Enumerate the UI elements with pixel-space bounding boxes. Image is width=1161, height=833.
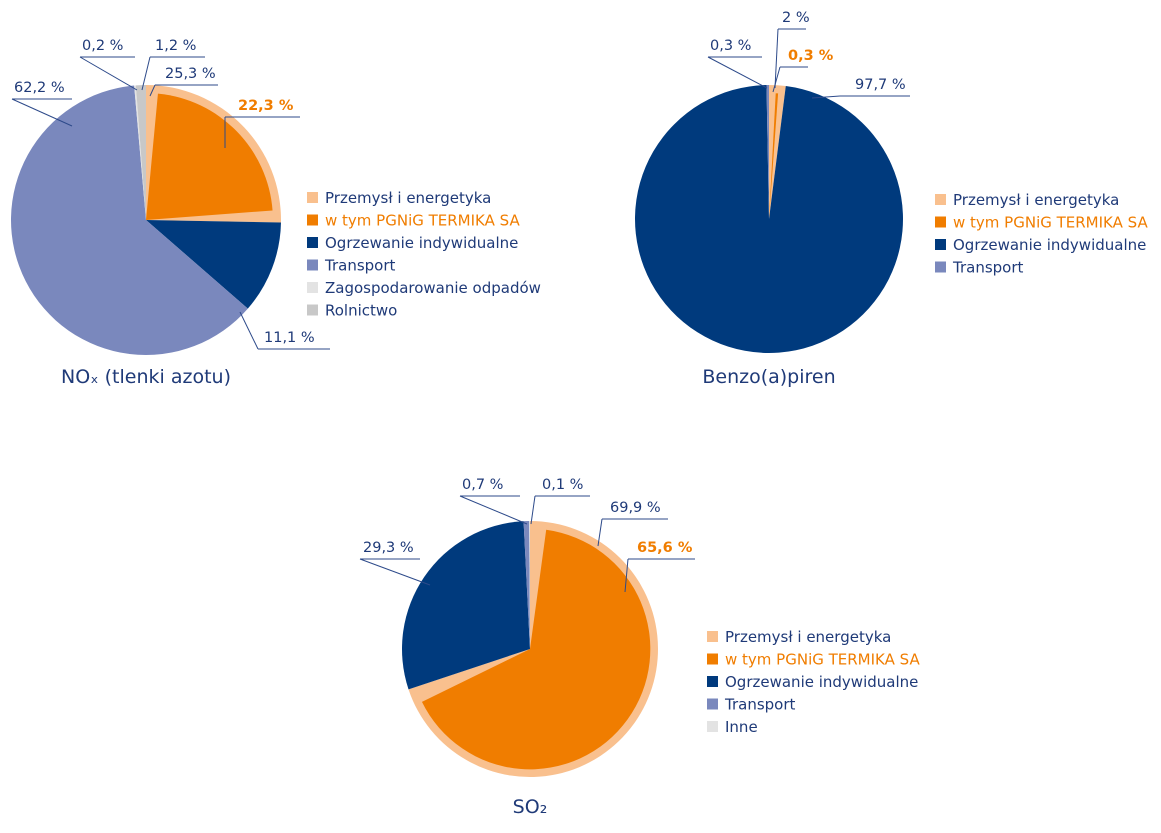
legend-swatch xyxy=(707,653,718,665)
legend-label: Przemysł i energetyka xyxy=(325,189,491,207)
legend-label: Ogrzewanie indywidualne xyxy=(953,236,1146,254)
pie-slice xyxy=(402,521,530,690)
leader-line xyxy=(772,66,781,93)
chart-title: Benzo(a)piren xyxy=(702,366,835,388)
legend-label: Rolnictwo xyxy=(325,302,397,320)
legend-swatch xyxy=(307,237,318,248)
leader-line xyxy=(774,28,779,89)
pie-sub-slice xyxy=(421,529,651,770)
leader-line xyxy=(597,518,603,547)
leader-line xyxy=(359,558,431,586)
legend-swatch xyxy=(307,304,318,316)
data-label: 97,7 % xyxy=(855,77,906,93)
legend-label: w tym PGNiG TERMIKA SA xyxy=(325,212,520,230)
pie-slice xyxy=(529,521,530,649)
data-label: 0,1 % xyxy=(542,477,583,493)
legend-swatch xyxy=(935,239,946,250)
data-label: 22,3 % xyxy=(238,98,294,114)
data-label: 65,6 % xyxy=(637,540,693,556)
legend-swatch xyxy=(307,259,318,271)
leader-line xyxy=(239,311,259,350)
legend-swatch xyxy=(307,214,318,226)
legend-label: Ogrzewanie indywidualne xyxy=(325,234,518,252)
leader-line xyxy=(459,495,528,525)
leader-line xyxy=(530,495,536,525)
pie-sub-slice xyxy=(146,93,273,220)
legend-swatch xyxy=(307,282,318,293)
leader-line xyxy=(141,56,151,91)
pie-slice xyxy=(10,85,248,355)
chart-title: NOₓ (tlenki azotu) xyxy=(61,366,231,388)
leader-line xyxy=(149,84,156,97)
data-label: 0,2 % xyxy=(82,38,123,54)
leader-line xyxy=(707,56,768,89)
data-label: 25,3 % xyxy=(165,66,216,82)
leader-line xyxy=(11,98,73,127)
pie-sub-slice xyxy=(769,93,779,219)
legend-swatch xyxy=(935,216,946,228)
pie-slice xyxy=(146,220,281,309)
leader-line xyxy=(624,558,629,593)
legend-swatch xyxy=(707,631,718,642)
leader-line xyxy=(79,56,138,91)
legend-label: w tym PGNiG TERMIKA SA xyxy=(953,214,1148,232)
legend-swatch xyxy=(707,721,718,732)
legend-swatch xyxy=(307,192,318,203)
legend-label: Transport xyxy=(324,257,396,275)
legend-label: Przemysł i energetyka xyxy=(725,628,891,646)
legend-label: w tym PGNiG TERMIKA SA xyxy=(725,651,920,669)
data-label: 11,1 % xyxy=(264,330,315,346)
legend-swatch xyxy=(935,194,946,205)
legend-label: Transport xyxy=(952,259,1024,277)
legend-swatch xyxy=(707,698,718,710)
data-label: 1,2 % xyxy=(155,38,196,54)
pie-slice xyxy=(134,85,146,220)
data-label: 2 % xyxy=(782,10,810,26)
legend-label: Przemysł i energetyka xyxy=(953,191,1119,209)
data-label: 0,3 % xyxy=(788,48,834,64)
leader-line xyxy=(811,95,841,99)
legend-label: Transport xyxy=(724,696,796,714)
pie-slice xyxy=(523,521,530,649)
pie-slice xyxy=(135,85,146,220)
pie-slice xyxy=(769,85,786,219)
legend-label: Inne xyxy=(725,718,758,736)
pie-slice xyxy=(766,85,769,219)
chart-title: SO₂ xyxy=(513,796,548,818)
legend-label: Zagospodarowanie odpadów xyxy=(325,279,541,297)
data-label: 69,9 % xyxy=(610,500,661,516)
pie-slice xyxy=(635,85,904,353)
data-label: 0,7 % xyxy=(462,477,503,493)
data-label: 29,3 % xyxy=(363,540,414,556)
legend-swatch xyxy=(707,676,718,687)
legend-swatch xyxy=(935,261,946,273)
legend-label: Ogrzewanie indywidualne xyxy=(725,673,918,691)
data-label: 0,3 % xyxy=(710,38,751,54)
data-label: 62,2 % xyxy=(14,80,65,96)
